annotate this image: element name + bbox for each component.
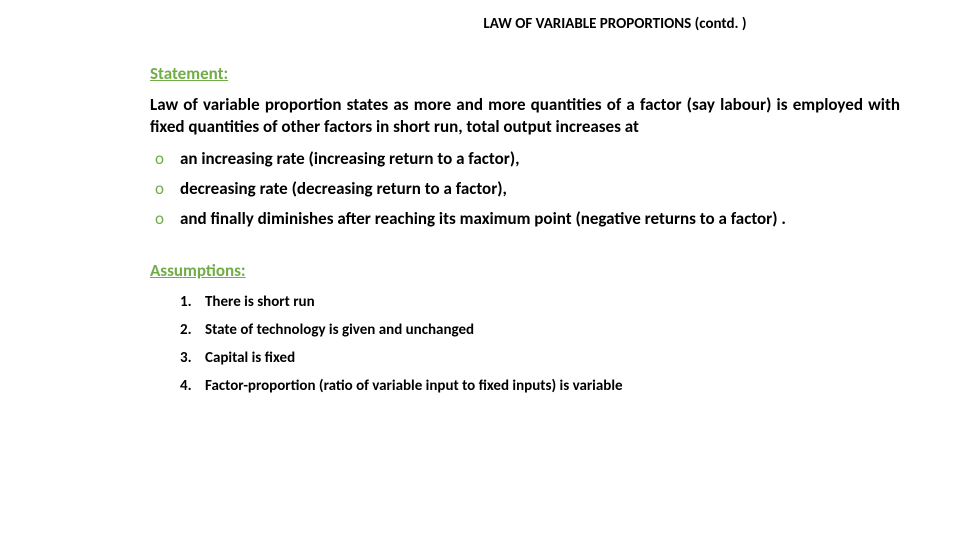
bullet-text: and finally diminishes after reaching it… (180, 208, 786, 229)
list-item: Factor-proportion (ratio of variable inp… (180, 377, 900, 395)
assumption-text: Factor-proportion (ratio of variable inp… (205, 377, 623, 395)
list-item: o decreasing rate (decreasing return to a… (150, 178, 900, 200)
statement-body: Law of variable proportion states as mor… (150, 94, 900, 138)
assumption-text: Capital is fixed (205, 349, 295, 367)
list-item: Capital is fixed (180, 349, 900, 367)
circle-bullet-icon: o (155, 148, 164, 170)
list-item: State of technology is given and unchang… (180, 321, 900, 339)
bullet-text: an increasing rate (increasing return to… (180, 148, 520, 169)
list-item: o an increasing rate (increasing return t… (150, 148, 900, 170)
list-item: There is short run (180, 293, 900, 311)
bullet-text: decreasing rate (decreasing return to a … (180, 178, 507, 199)
circle-bullet-icon: o (155, 178, 164, 200)
statement-heading: Statement: (150, 63, 900, 84)
assumptions-heading: Assumptions: (150, 260, 900, 281)
circle-bullet-icon: o (155, 208, 164, 230)
assumption-text: State of technology is given and unchang… (205, 321, 474, 339)
list-item: o and finally diminishes after reaching i… (150, 208, 900, 230)
numbered-list: There is short run State of technology i… (150, 293, 900, 395)
assumption-text: There is short run (205, 293, 315, 311)
slide-title: LAW OF VARIABLE PROPORTIONS (contd. ) (150, 15, 900, 33)
bullet-list: o an increasing rate (increasing return t… (150, 148, 900, 230)
